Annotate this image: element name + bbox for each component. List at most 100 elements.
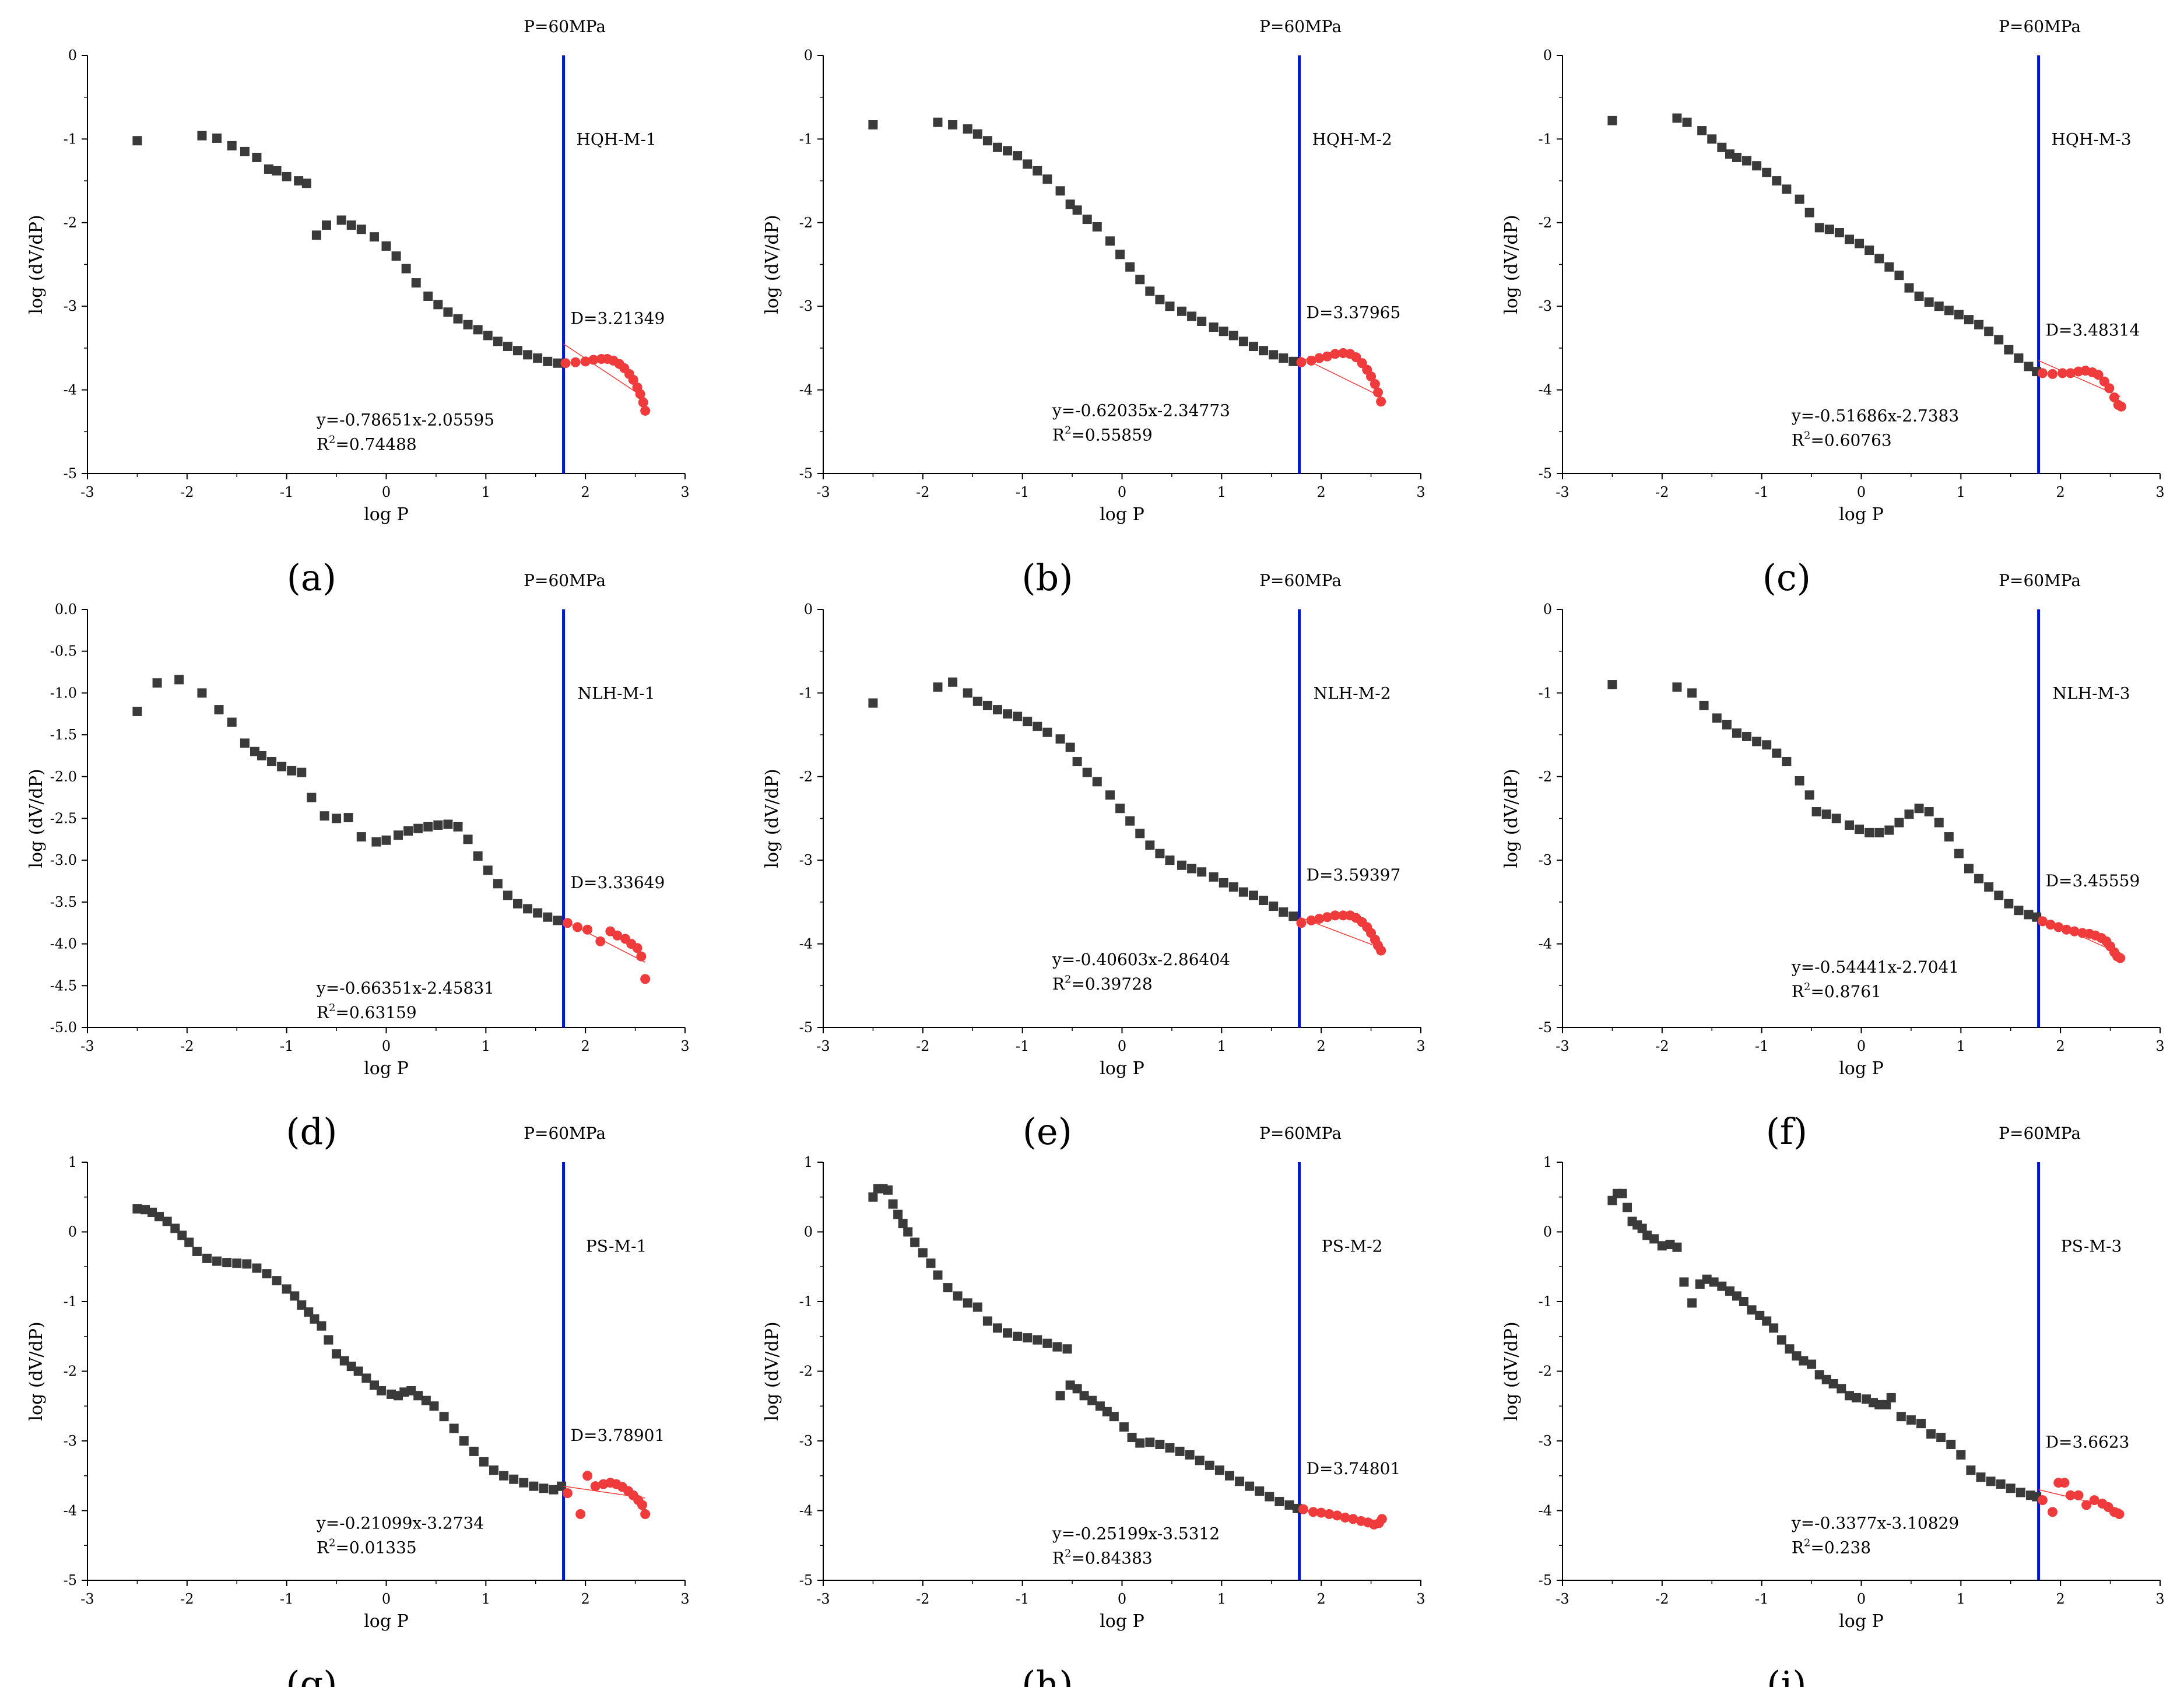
data-point [1175, 1446, 1185, 1456]
data-point [252, 152, 262, 162]
y-tick-label: 0 [804, 601, 813, 618]
data-point [453, 822, 463, 832]
data-point [227, 141, 237, 150]
panel-caption: (d) [286, 1110, 337, 1153]
y-tick-label: -3 [799, 298, 813, 314]
data-point [1974, 320, 1984, 329]
data-point [1209, 322, 1219, 332]
data-point [449, 1423, 459, 1433]
data-point [2004, 899, 2014, 909]
data-point [553, 916, 563, 925]
data-point [353, 1366, 363, 1376]
fit-data-point [1373, 387, 1384, 398]
data-point [1197, 867, 1207, 877]
sample-name-label: PS-M-3 [2061, 1236, 2122, 1255]
data-point [1225, 1471, 1234, 1481]
r-squared-prefix: R [317, 1538, 329, 1557]
data-point [1607, 680, 1617, 690]
x-tick-label: -3 [816, 1591, 830, 1607]
fit-equation-label: y=-0.40603x-2.86404 [1052, 950, 1230, 969]
data-point [346, 220, 356, 230]
data-point [1249, 342, 1258, 352]
data-point [1065, 742, 1075, 752]
data-point [423, 291, 433, 301]
data-point [1033, 721, 1042, 731]
data-point [1607, 115, 1617, 125]
data-point [433, 300, 443, 310]
fit-equation-label: y=-0.21099x-3.2734 [316, 1513, 484, 1532]
data-point [499, 1471, 509, 1481]
data-point [982, 136, 992, 146]
fit-data-point [1314, 353, 1325, 363]
x-axis-label: log P [1100, 504, 1144, 525]
y-tick-label: -5 [1539, 465, 1552, 482]
data-point [1672, 1242, 1682, 1252]
r-squared-label: R2=0.74488 [317, 433, 417, 454]
x-axis-label: log P [1839, 504, 1884, 525]
panel-caption: (b) [1021, 556, 1073, 599]
data-point [1023, 159, 1033, 169]
data-point [1782, 184, 1792, 194]
data-point [1013, 1331, 1023, 1341]
fit-data-point [562, 918, 573, 928]
data-point [297, 767, 307, 777]
y-tick-label: -2 [1539, 215, 1552, 231]
y-tick-label: -5 [1539, 1019, 1552, 1036]
data-point [1811, 807, 1821, 817]
data-point [1119, 1422, 1129, 1432]
fit-data-point [1376, 945, 1386, 956]
x-tick-label: 0 [1857, 1591, 1866, 1607]
x-tick-label: -1 [1016, 1591, 1029, 1607]
data-point [972, 129, 982, 139]
data-point [232, 1258, 242, 1268]
r-squared-label: R2=0.8761 [1792, 981, 1881, 1001]
data-point [1884, 262, 1894, 272]
data-point [240, 146, 250, 156]
r-squared-exponent: 2 [1804, 429, 1810, 441]
data-point [1886, 1393, 1896, 1402]
data-point [1125, 816, 1135, 826]
fit-data-point [637, 1500, 648, 1510]
data-point [1814, 223, 1824, 233]
fit-data-point [2116, 401, 2126, 412]
data-point [356, 225, 366, 234]
data-point [361, 1373, 371, 1383]
x-tick-label: -3 [1556, 1591, 1569, 1607]
data-point [539, 1483, 549, 1493]
data-point [1874, 254, 1884, 264]
x-tick-label: -3 [80, 1591, 94, 1607]
data-point [1845, 234, 1854, 244]
fit-data-point [562, 1488, 573, 1499]
fit-data-point [1338, 910, 1349, 921]
data-point [1821, 809, 1831, 819]
fit-equation-label: y=-0.3377x-3.10829 [1791, 1513, 1959, 1532]
data-point [533, 908, 543, 918]
fit-data-point [570, 357, 581, 367]
data-point [1804, 790, 1814, 800]
fit-data-point [2037, 368, 2048, 378]
pressure-threshold-label: P=60MPa [524, 17, 606, 36]
y-tick-label: -1.0 [50, 685, 77, 701]
fit-equation-label: y=-0.54441x-2.7041 [1791, 958, 1959, 977]
x-axis-label: log P [1100, 1611, 1144, 1632]
data-point [1145, 1437, 1155, 1447]
data-point [523, 904, 533, 914]
fit-data-point [2065, 368, 2076, 378]
data-point [1145, 286, 1155, 296]
fit-data-point [582, 1471, 593, 1481]
x-tick-label: 2 [1317, 1038, 1326, 1054]
r-squared-value: =0.8761 [1810, 982, 1881, 1001]
y-axis-label: log (dV/dP) [1501, 215, 1522, 314]
data-point [1682, 117, 1692, 127]
fit-data-point [2073, 1490, 2084, 1500]
y-tick-label: -5 [799, 1019, 813, 1036]
chart-panel-h: -3 -2 -1 0 1 2 3 1 0 -1 -2 -3 -4 -5 log P log (dV/dP) P=… [762, 1124, 1425, 1687]
data-point [1269, 902, 1279, 911]
data-point [1974, 874, 1984, 883]
y-tick-label: -1 [64, 131, 77, 147]
r-squared-value: =0.60763 [1810, 430, 1891, 450]
y-tick-label: -3.5 [50, 894, 77, 910]
data-point [1986, 1476, 1996, 1486]
x-tick-label: 3 [680, 1591, 689, 1607]
r-squared-value: =0.39728 [1071, 974, 1152, 994]
